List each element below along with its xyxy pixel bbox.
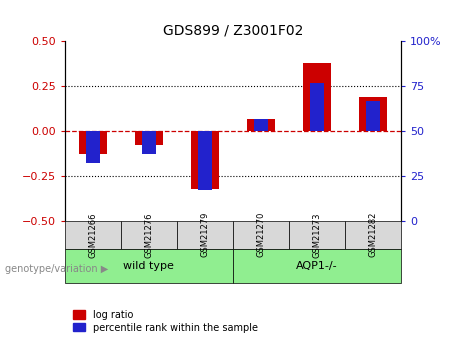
Text: GSM21273: GSM21273 xyxy=(313,212,321,257)
Text: GSM21279: GSM21279 xyxy=(200,212,209,257)
Text: AQP1-/-: AQP1-/- xyxy=(296,261,338,271)
Legend: log ratio, percentile rank within the sample: log ratio, percentile rank within the sa… xyxy=(70,306,262,337)
Bar xyxy=(142,131,156,155)
Bar xyxy=(78,131,106,155)
Bar xyxy=(310,83,324,131)
Bar xyxy=(366,101,380,131)
Bar xyxy=(65,249,233,283)
Title: GDS899 / Z3001F02: GDS899 / Z3001F02 xyxy=(163,23,303,38)
Bar xyxy=(65,221,121,249)
Text: GSM21282: GSM21282 xyxy=(368,212,378,257)
Bar xyxy=(254,119,268,131)
Bar xyxy=(86,131,100,164)
Bar xyxy=(247,119,275,131)
Bar xyxy=(233,221,289,249)
Bar xyxy=(345,221,401,249)
Bar xyxy=(233,249,401,283)
Bar xyxy=(177,221,233,249)
Text: genotype/variation ▶: genotype/variation ▶ xyxy=(5,264,108,274)
Text: GSM21276: GSM21276 xyxy=(144,212,153,257)
Bar xyxy=(303,63,331,131)
Text: GSM21270: GSM21270 xyxy=(256,212,266,257)
Bar xyxy=(135,131,163,146)
Text: GSM21266: GSM21266 xyxy=(88,212,97,257)
Text: wild type: wild type xyxy=(123,261,174,271)
Bar xyxy=(359,97,387,131)
Bar xyxy=(289,221,345,249)
Bar xyxy=(198,131,212,190)
Bar xyxy=(121,221,177,249)
Bar xyxy=(191,131,219,188)
